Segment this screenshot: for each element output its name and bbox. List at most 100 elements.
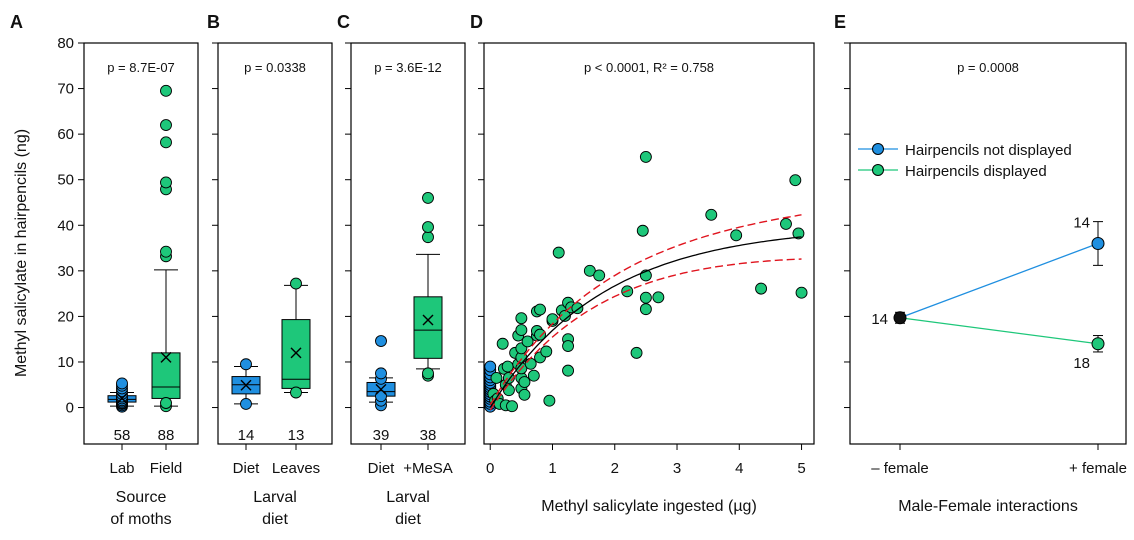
panel-letter-a: A bbox=[10, 12, 23, 32]
x-tick-label: – female bbox=[871, 460, 929, 477]
scatter-point bbox=[524, 357, 537, 370]
scatter-point bbox=[540, 345, 553, 358]
scatter-point bbox=[518, 376, 531, 388]
scatter-point bbox=[795, 286, 808, 299]
outlier-point bbox=[160, 84, 172, 97]
legend-label-not-displayed: Hairpencils not displayed bbox=[905, 142, 1072, 159]
y-tick-label: 60 bbox=[57, 126, 74, 143]
scatter-point bbox=[583, 264, 596, 277]
fit-curve bbox=[489, 236, 802, 408]
x-tick-label: Lab bbox=[109, 460, 134, 477]
scatter-point bbox=[639, 150, 652, 163]
outlier-point bbox=[160, 397, 172, 409]
x-tick-label: 0 bbox=[486, 460, 494, 477]
scatter-point bbox=[527, 369, 540, 382]
panel-letter-b: B bbox=[207, 12, 220, 32]
panel-b-p-value: p = 0.0338 bbox=[244, 60, 306, 75]
outlier-point bbox=[116, 377, 128, 390]
scatter-point bbox=[552, 246, 565, 259]
x-tick-label: Diet bbox=[368, 460, 396, 477]
box-leaves bbox=[281, 319, 311, 389]
scatter-point bbox=[630, 346, 643, 359]
scatter-point bbox=[515, 312, 528, 325]
scatter-point bbox=[515, 324, 528, 337]
x-tick-label: Leaves bbox=[272, 460, 320, 477]
panel-a-p-value: p = 8.7E-07 bbox=[107, 60, 175, 75]
panel-a-x-title-line2: of moths bbox=[110, 511, 171, 528]
y-tick-label: 0 bbox=[66, 400, 74, 417]
legend-label-displayed: Hairpencils displayed bbox=[905, 163, 1047, 180]
panel-c-boxes: 39 Diet 38 +MeSA bbox=[366, 191, 453, 477]
outlier-point bbox=[290, 386, 302, 399]
sample-size-label: 58 bbox=[114, 427, 131, 444]
outlier-point bbox=[160, 136, 172, 149]
panel-b-boxes: 14 Diet 13 Leaves bbox=[231, 277, 320, 477]
legend-marker-not-displayed bbox=[872, 143, 884, 155]
outlier-point bbox=[422, 191, 434, 204]
scatter-point bbox=[780, 217, 792, 230]
panel-letter-c: C bbox=[337, 12, 350, 32]
series-line-0 bbox=[899, 242, 1099, 319]
panel-c-x-title-line2: diet bbox=[395, 511, 421, 528]
y-tick-label: 40 bbox=[57, 217, 74, 234]
panel-d-x-title: Methyl salicylate ingested (µg) bbox=[541, 498, 757, 515]
scatter-point bbox=[496, 337, 509, 350]
x-tick-label: 4 bbox=[735, 460, 743, 477]
confidence-band-lower bbox=[489, 258, 802, 411]
legend: Hairpencils not displayed Hairpencils di… bbox=[858, 142, 1072, 180]
outlier-point bbox=[240, 358, 252, 371]
panel-c-frame bbox=[350, 42, 466, 445]
y-tick-label: 30 bbox=[57, 263, 74, 280]
outlier-point bbox=[290, 277, 302, 290]
panel-a-y-axis: 0 10 20 30 40 50 60 70 80 bbox=[57, 35, 850, 417]
legend-marker-displayed bbox=[872, 164, 884, 176]
y-tick-label: 20 bbox=[57, 308, 74, 325]
scatter-point bbox=[484, 360, 497, 373]
confidence-band-upper bbox=[489, 214, 802, 406]
y-tick-label: 80 bbox=[57, 35, 74, 52]
scatter-point bbox=[562, 340, 575, 352]
outlier-point bbox=[160, 176, 172, 189]
outlier-point bbox=[240, 397, 252, 410]
y-axis-title: Methyl salicylate in hairpencils (ng) bbox=[13, 129, 30, 377]
outlier-point bbox=[422, 367, 434, 380]
sample-size-label: 39 bbox=[373, 427, 390, 444]
scatter-point bbox=[501, 360, 514, 373]
panel-b-x-title-line2: diet bbox=[262, 511, 288, 528]
x-tick-label: + female bbox=[1069, 460, 1127, 477]
mean-marker bbox=[375, 383, 387, 395]
outlier-point bbox=[160, 119, 172, 131]
box-field bbox=[151, 352, 181, 399]
panel-e-x-title: Male-Female interactions bbox=[898, 498, 1078, 515]
panel-c: C p = 3.6E-12 39 Diet 38 +MeSA Larval diet bbox=[337, 12, 466, 528]
y-tick-label: 10 bbox=[57, 354, 74, 371]
scatter-point bbox=[534, 303, 546, 316]
scatter-point bbox=[636, 224, 649, 237]
panel-e: E p = 0.0008 – female + female 14 14 18 Hair… bbox=[834, 12, 1127, 515]
sample-size-label: 14 bbox=[871, 311, 888, 328]
scatter-point bbox=[518, 388, 531, 401]
outlier-point bbox=[375, 335, 387, 347]
sample-size-label: 13 bbox=[288, 427, 305, 444]
sample-size-label: 14 bbox=[1073, 215, 1090, 232]
panel-d-frame bbox=[483, 42, 815, 445]
panel-e-plot: – female + female 14 14 18 bbox=[871, 215, 1127, 477]
scatter-point bbox=[730, 229, 743, 242]
sample-size-label: 88 bbox=[158, 427, 175, 444]
x-tick-label: Field bbox=[150, 460, 183, 477]
x-tick-label: 3 bbox=[673, 460, 681, 477]
sample-size-label: 18 bbox=[1073, 355, 1090, 372]
end-point-0 bbox=[1091, 237, 1105, 250]
panel-a-boxes: 58 Lab 88 Field bbox=[107, 84, 183, 477]
series-line-1 bbox=[899, 317, 1099, 345]
scatter-point bbox=[558, 310, 571, 322]
outlier-point bbox=[160, 245, 172, 258]
x-tick-label: 2 bbox=[611, 460, 619, 477]
box-mesa bbox=[413, 296, 443, 359]
scatter-point bbox=[639, 303, 652, 316]
panel-d-plot: 0 1 2 3 4 5 bbox=[484, 150, 808, 477]
panel-e-frame bbox=[849, 42, 1127, 445]
panel-c-x-title-line1: Larval bbox=[386, 489, 430, 506]
